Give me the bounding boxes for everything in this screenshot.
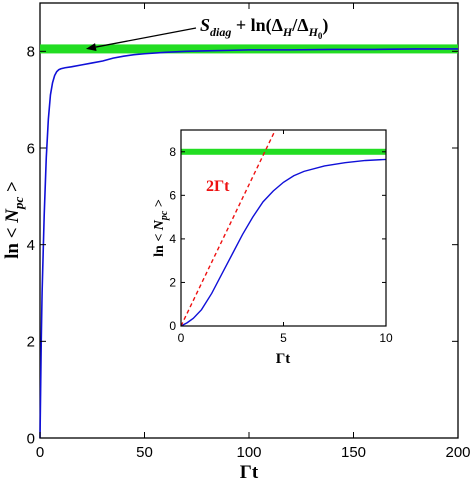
inset-series-label: 2Γt (206, 178, 230, 195)
main-x-tick-label: 0 (36, 444, 44, 461)
inset-y-tick-label: 0 (169, 319, 176, 333)
main-y-tick-label: 8 (27, 44, 35, 61)
inset-y-tick-label: 6 (169, 189, 176, 203)
inset-x-tick-label: 5 (280, 331, 287, 345)
main-y-ticks: 0 2 4 6 8 (27, 44, 458, 447)
inset-series-line-dashed (180, 129, 276, 327)
main-y-tick-label: 6 (27, 140, 35, 157)
main-x-tick-label: 150 (341, 444, 366, 461)
main-band-rect (40, 44, 458, 54)
inset-band-rect (181, 148, 386, 155)
annotation-arrow-line (95, 27, 197, 48)
inset-y-ticks: 0 2 4 6 8 (169, 145, 386, 333)
main-x-ticks: 0 50 100 150 200 (36, 3, 471, 461)
main-y-tick-label: 2 (27, 334, 35, 351)
main-y-axis-label: ln < Npc > (2, 181, 26, 259)
inset-y-tick-label: 4 (169, 232, 176, 246)
inset-x-tick-label: 10 (379, 331, 393, 345)
main-annotation: Sdiag + ln(ΔH/ΔH0) (85, 15, 328, 51)
inset-series-group (180, 129, 387, 327)
main-series-group (39, 48, 458, 439)
inset-reference-band (181, 148, 386, 155)
main-x-tick-label: 100 (236, 444, 261, 461)
main-x-axis-label: Γt (240, 462, 259, 483)
inset-y-tick-label: 8 (169, 145, 176, 159)
inset-x-axis-label: Γt (276, 351, 291, 367)
main-x-tick-label: 50 (136, 444, 153, 461)
annotation-text: Sdiag + ln(ΔH/ΔH0) (200, 15, 328, 41)
inset-y-tick-label: 2 (169, 276, 176, 290)
inset-x-tick-label: 0 (178, 331, 185, 345)
main-x-tick-label: 200 (445, 444, 470, 461)
main-reference-band (40, 44, 458, 54)
main-y-tick-label: 4 (27, 237, 35, 254)
main-series-line-solid (39, 48, 458, 439)
inset-background (181, 130, 386, 326)
inset-series-line-solid (180, 158, 387, 327)
inset-x-ticks: 0 5 10 (178, 130, 393, 345)
inset-y-axis-label: ln < Npc > (152, 199, 170, 257)
main-y-tick-label: 0 (27, 430, 35, 447)
annotation-arrow-head (85, 43, 97, 51)
inset-chart: 0 5 10 0 2 4 6 8 Γt ln < Npc > 2Γt (152, 129, 393, 367)
